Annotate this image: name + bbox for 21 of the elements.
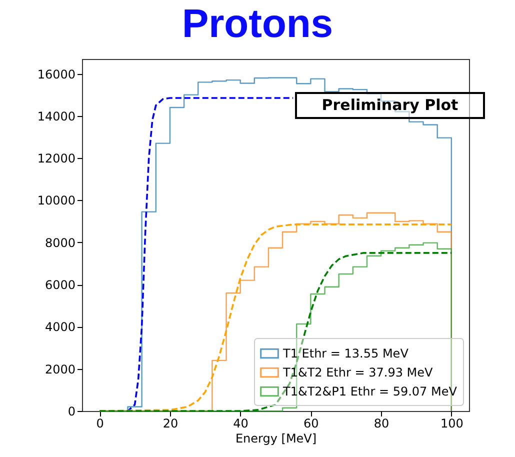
y-tick-label: 6000 — [44, 278, 76, 292]
y-tick-label: 10000 — [37, 194, 76, 208]
y-tick-label: 8000 — [44, 236, 76, 250]
y-tick-label: 16000 — [37, 67, 76, 82]
y-tick-label: 4000 — [44, 320, 76, 334]
x-tick-label: 40 — [233, 416, 248, 430]
legend-label: T1&T2&P1 Ethr = 59.07 MeV — [282, 384, 458, 398]
x-tick-label: 0 — [96, 416, 104, 430]
y-tick-label: 2000 — [44, 362, 76, 376]
x-tick-label: 100 — [440, 416, 464, 430]
chart-title: Protons — [180, 2, 334, 47]
x-tick-label: 60 — [304, 416, 319, 430]
text-box: Preliminary Plot — [295, 92, 485, 119]
x-tick-label: 80 — [374, 416, 390, 430]
legend-label: T1&T2 Ethr = 37.93 MeV — [282, 366, 434, 380]
y-tick-label: 0 — [68, 404, 76, 418]
x-axis-title: Energy [MeV] — [235, 432, 317, 446]
y-tick-label: 12000 — [37, 152, 76, 166]
y-tick-label: 14000 — [37, 109, 76, 124]
x-tick-label: 20 — [162, 416, 178, 430]
legend-label: T1 Ethr = 13.55 MeV — [282, 346, 410, 360]
